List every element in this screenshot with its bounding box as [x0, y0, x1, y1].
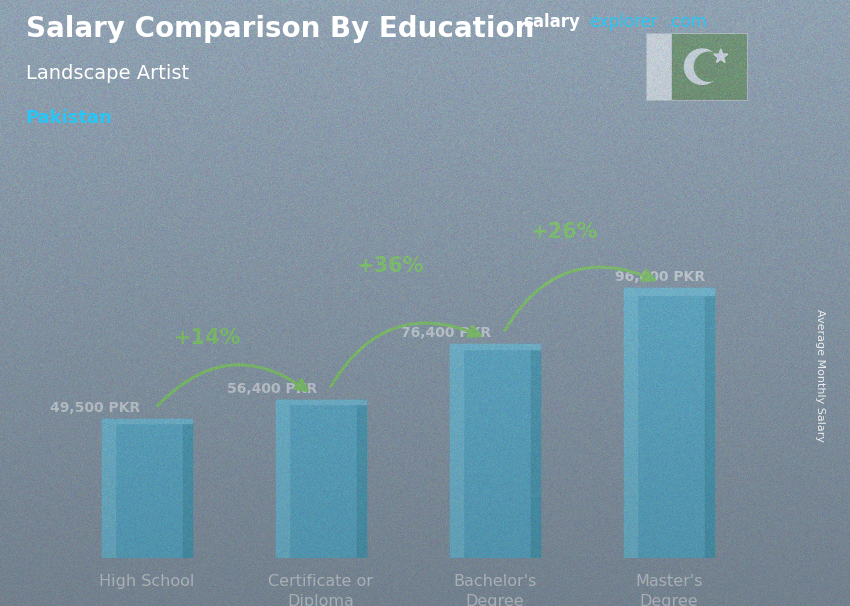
- Text: Salary Comparison By Education: Salary Comparison By Education: [26, 15, 534, 43]
- Bar: [102, 419, 192, 422]
- Bar: [624, 288, 637, 558]
- Text: +36%: +36%: [357, 256, 424, 276]
- Bar: [531, 344, 540, 558]
- Bar: [450, 344, 463, 558]
- Text: +26%: +26%: [530, 222, 598, 242]
- Polygon shape: [714, 49, 728, 62]
- Bar: [646, 33, 672, 101]
- Bar: [450, 344, 540, 349]
- Bar: [275, 400, 289, 558]
- Bar: [275, 400, 366, 558]
- Circle shape: [694, 52, 723, 81]
- Bar: [183, 419, 192, 558]
- Bar: [275, 400, 366, 404]
- Text: 49,500 PKR: 49,500 PKR: [49, 401, 139, 415]
- Bar: [357, 400, 366, 558]
- Text: Average Monthly Salary: Average Monthly Salary: [815, 309, 825, 442]
- Text: Pakistan: Pakistan: [26, 109, 112, 127]
- Text: 96,400 PKR: 96,400 PKR: [615, 270, 706, 284]
- Text: +14%: +14%: [174, 328, 241, 348]
- Text: .com: .com: [666, 13, 707, 32]
- Text: 76,400 PKR: 76,400 PKR: [401, 325, 491, 339]
- Bar: [102, 419, 116, 558]
- Circle shape: [684, 49, 720, 84]
- Bar: [624, 288, 714, 295]
- Bar: [624, 288, 714, 558]
- Text: 56,400 PKR: 56,400 PKR: [227, 382, 317, 396]
- Bar: [672, 33, 748, 101]
- Bar: [705, 288, 714, 558]
- Text: Landscape Artist: Landscape Artist: [26, 64, 189, 82]
- Text: explorer: explorer: [589, 13, 658, 32]
- Text: salary: salary: [523, 13, 580, 32]
- Bar: [450, 344, 540, 558]
- Bar: [102, 419, 192, 558]
